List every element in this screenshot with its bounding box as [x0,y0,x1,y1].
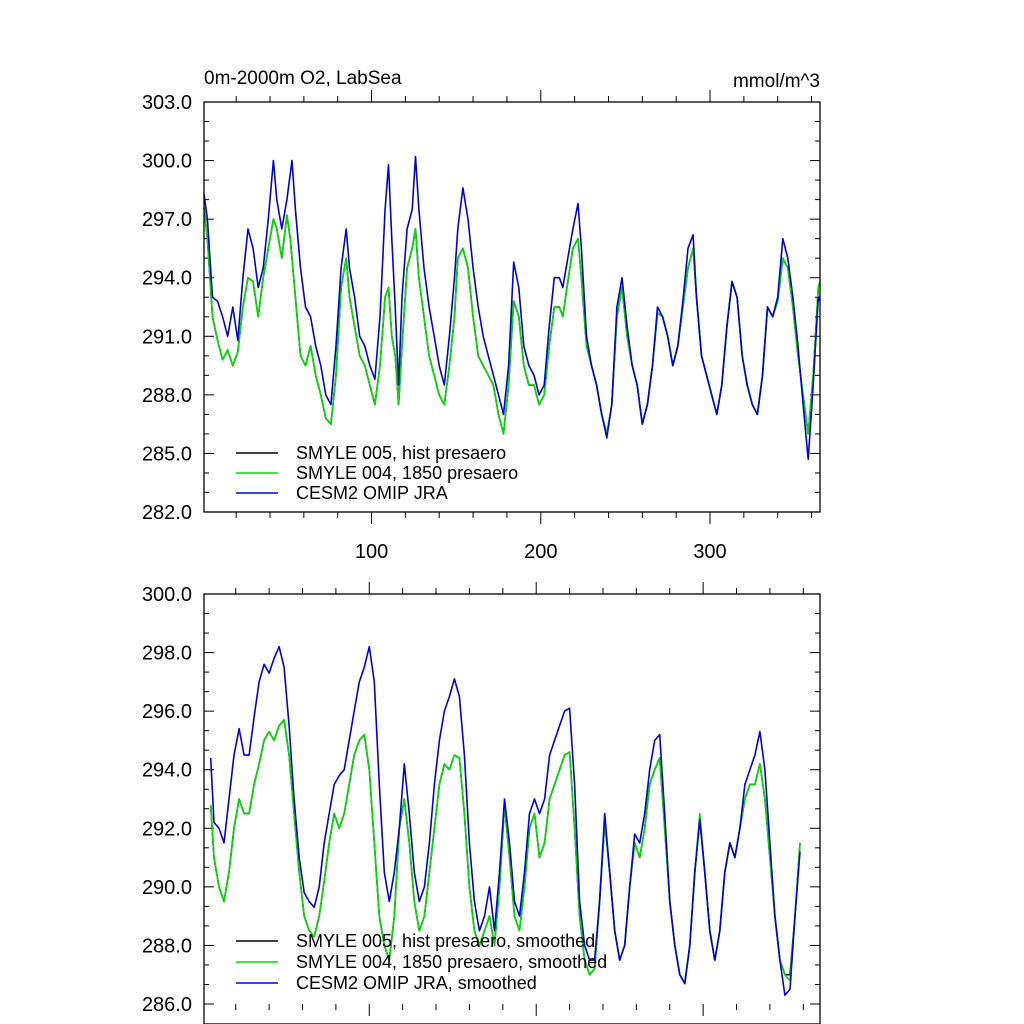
bottom-ytick-label: 288.0 [142,935,192,957]
top-xtick-label: 100 [355,541,388,563]
bottom-series-line-2 [209,645,801,996]
top-ytick-label: 294.0 [142,268,192,290]
bottom-ytick-label: 294.0 [142,760,192,782]
top-axes-ticks: 282.0 285.0 288.0 291.0 294.0 297.0 300.0 303.0… [142,90,820,563]
bottom-ytick-label: 292.0 [142,818,192,840]
top-units: mmol/m^3 [733,71,820,92]
top-series-line-2 [203,155,821,461]
top-legend-label-smyle004: SMYLE 004, 1850 presaero [296,463,518,483]
bottom-legend: SMYLE 005, hist presaero, smoothed SMYLE… [236,931,607,993]
top-title: 0m-2000m O2, LabSea [204,68,402,89]
bottom-ytick-label: 300.0 [142,584,192,606]
top-ytick-label: 300.0 [142,151,192,173]
bottom-legend-label-cesm2: CESM2 OMIP JRA, smoothed [296,973,537,993]
bottom-ytick-label: 298.0 [142,643,192,665]
bottom-panel: 286.0 288.0 290.0 292.0 294.0 296.0 298.0 300.0… [142,582,821,1024]
top-ytick-label: 282.0 [142,502,192,524]
top-legend-label-smyle005: SMYLE 005, hist presaero [296,443,506,463]
top-ytick-label: 288.0 [142,385,192,407]
bottom-ytick-label: 290.0 [142,877,192,899]
top-panel: 0m-2000m O2, LabSea mmol/m^3 282.0285.02… [142,68,821,563]
top-legend: SMYLE 005, hist presaero SMYLE 004, 1850… [236,443,518,503]
top-ytick-label: 291.0 [142,326,192,348]
top-plot-frame [203,101,821,513]
top-xtick-label: 200 [524,541,557,563]
bottom-ytick-label: 286.0 [142,994,192,1016]
bottom-legend-label-smyle005: SMYLE 005, hist presaero, smoothed [296,931,595,951]
top-ytick-label: 303.0 [142,92,192,114]
top-legend-label-cesm2: CESM2 OMIP JRA [296,483,448,503]
bottom-plot-frame [203,593,821,1024]
top-ytick-label: 285.0 [142,443,192,465]
top-ytick-label: 297.0 [142,209,192,231]
bottom-ytick-label: 296.0 [142,701,192,723]
bottom-legend-label-smyle004: SMYLE 004, 1850 presaero, smoothed [296,952,607,972]
top-series-lines [203,155,821,461]
bottom-series-lines [209,645,801,996]
top-xtick-label: 300 [693,541,726,563]
